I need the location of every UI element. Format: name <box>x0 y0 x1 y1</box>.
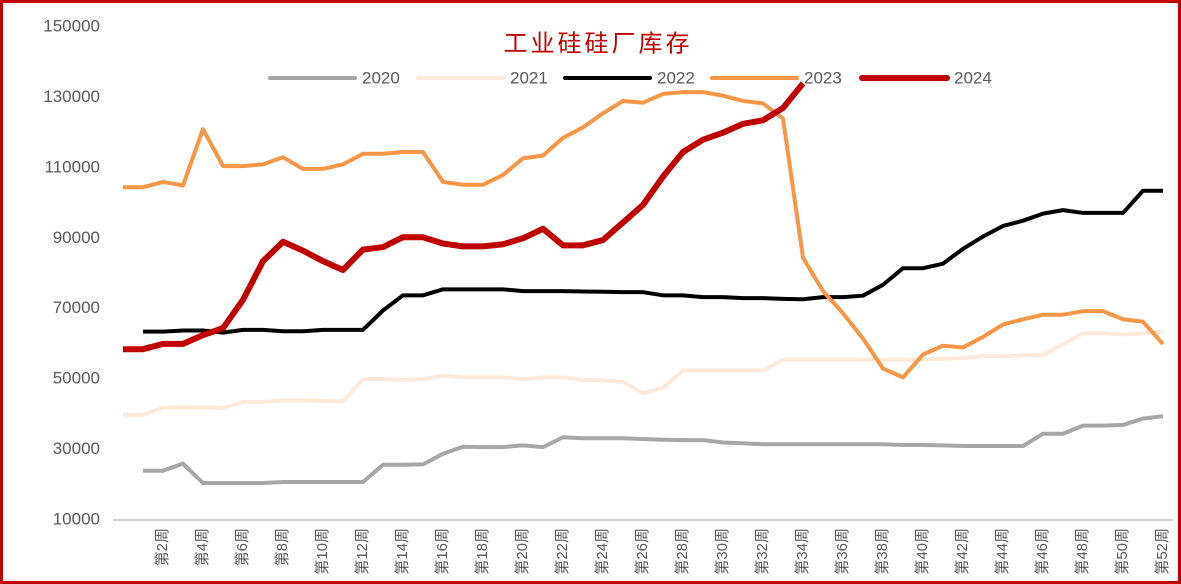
legend-label: 2022 <box>657 68 695 87</box>
x-tick-label: 第6周 <box>233 528 251 566</box>
y-tick-label: 150000 <box>43 16 100 35</box>
series-line <box>123 81 806 353</box>
legend-label: 2023 <box>804 68 842 87</box>
x-tick-label: 第20周 <box>513 528 531 575</box>
x-tick-label: 第2周 <box>153 528 171 566</box>
x-tick-label: 第42周 <box>953 528 971 575</box>
x-tick-label: 第36周 <box>833 528 851 575</box>
series-line <box>123 329 1164 418</box>
x-tick-label: 第46周 <box>1033 528 1051 575</box>
y-tick-label: 130000 <box>43 87 100 106</box>
legend-label: 2020 <box>362 68 400 87</box>
x-tick-label: 第32周 <box>753 528 771 575</box>
x-tick-label: 第52周 <box>1153 528 1171 575</box>
x-tick-label: 第50周 <box>1113 528 1131 575</box>
y-tick-label: 110000 <box>45 157 100 176</box>
x-tick-label: 第4周 <box>193 528 211 566</box>
legend-label: 2021 <box>510 68 548 87</box>
y-tick-label: 90000 <box>53 228 100 247</box>
x-tick-label: 第30周 <box>713 528 731 575</box>
x-tick-label: 第34周 <box>793 528 811 575</box>
x-tick-label: 第12周 <box>353 528 371 575</box>
x-tick-label: 第8周 <box>273 528 291 566</box>
x-tick-label: 第38周 <box>873 528 891 575</box>
x-tick-label: 第10周 <box>313 528 331 575</box>
x-tick-label: 第48周 <box>1073 528 1091 575</box>
chart-title: 工业硅硅厂库存 <box>504 30 693 58</box>
legend-label: 2024 <box>954 68 992 87</box>
y-tick-label: 10000 <box>53 509 100 528</box>
y-tick-label: 70000 <box>53 298 100 317</box>
series-line <box>143 188 1163 335</box>
series-line <box>123 90 1165 380</box>
x-tick-label: 第22周 <box>553 528 571 575</box>
x-tick-label: 第44周 <box>993 528 1011 575</box>
x-tick-label: 第28周 <box>673 528 691 575</box>
x-tick-label: 第16周 <box>433 528 451 575</box>
y-tick-label: 30000 <box>53 439 100 458</box>
x-tick-label: 第40周 <box>913 528 931 575</box>
x-tick-label: 第24周 <box>593 528 611 575</box>
x-tick-label: 第14周 <box>393 528 411 575</box>
y-tick-label: 50000 <box>53 369 100 388</box>
x-tick-label: 第18周 <box>473 528 491 575</box>
series-line <box>143 414 1164 486</box>
x-tick-label: 第26周 <box>633 528 651 575</box>
